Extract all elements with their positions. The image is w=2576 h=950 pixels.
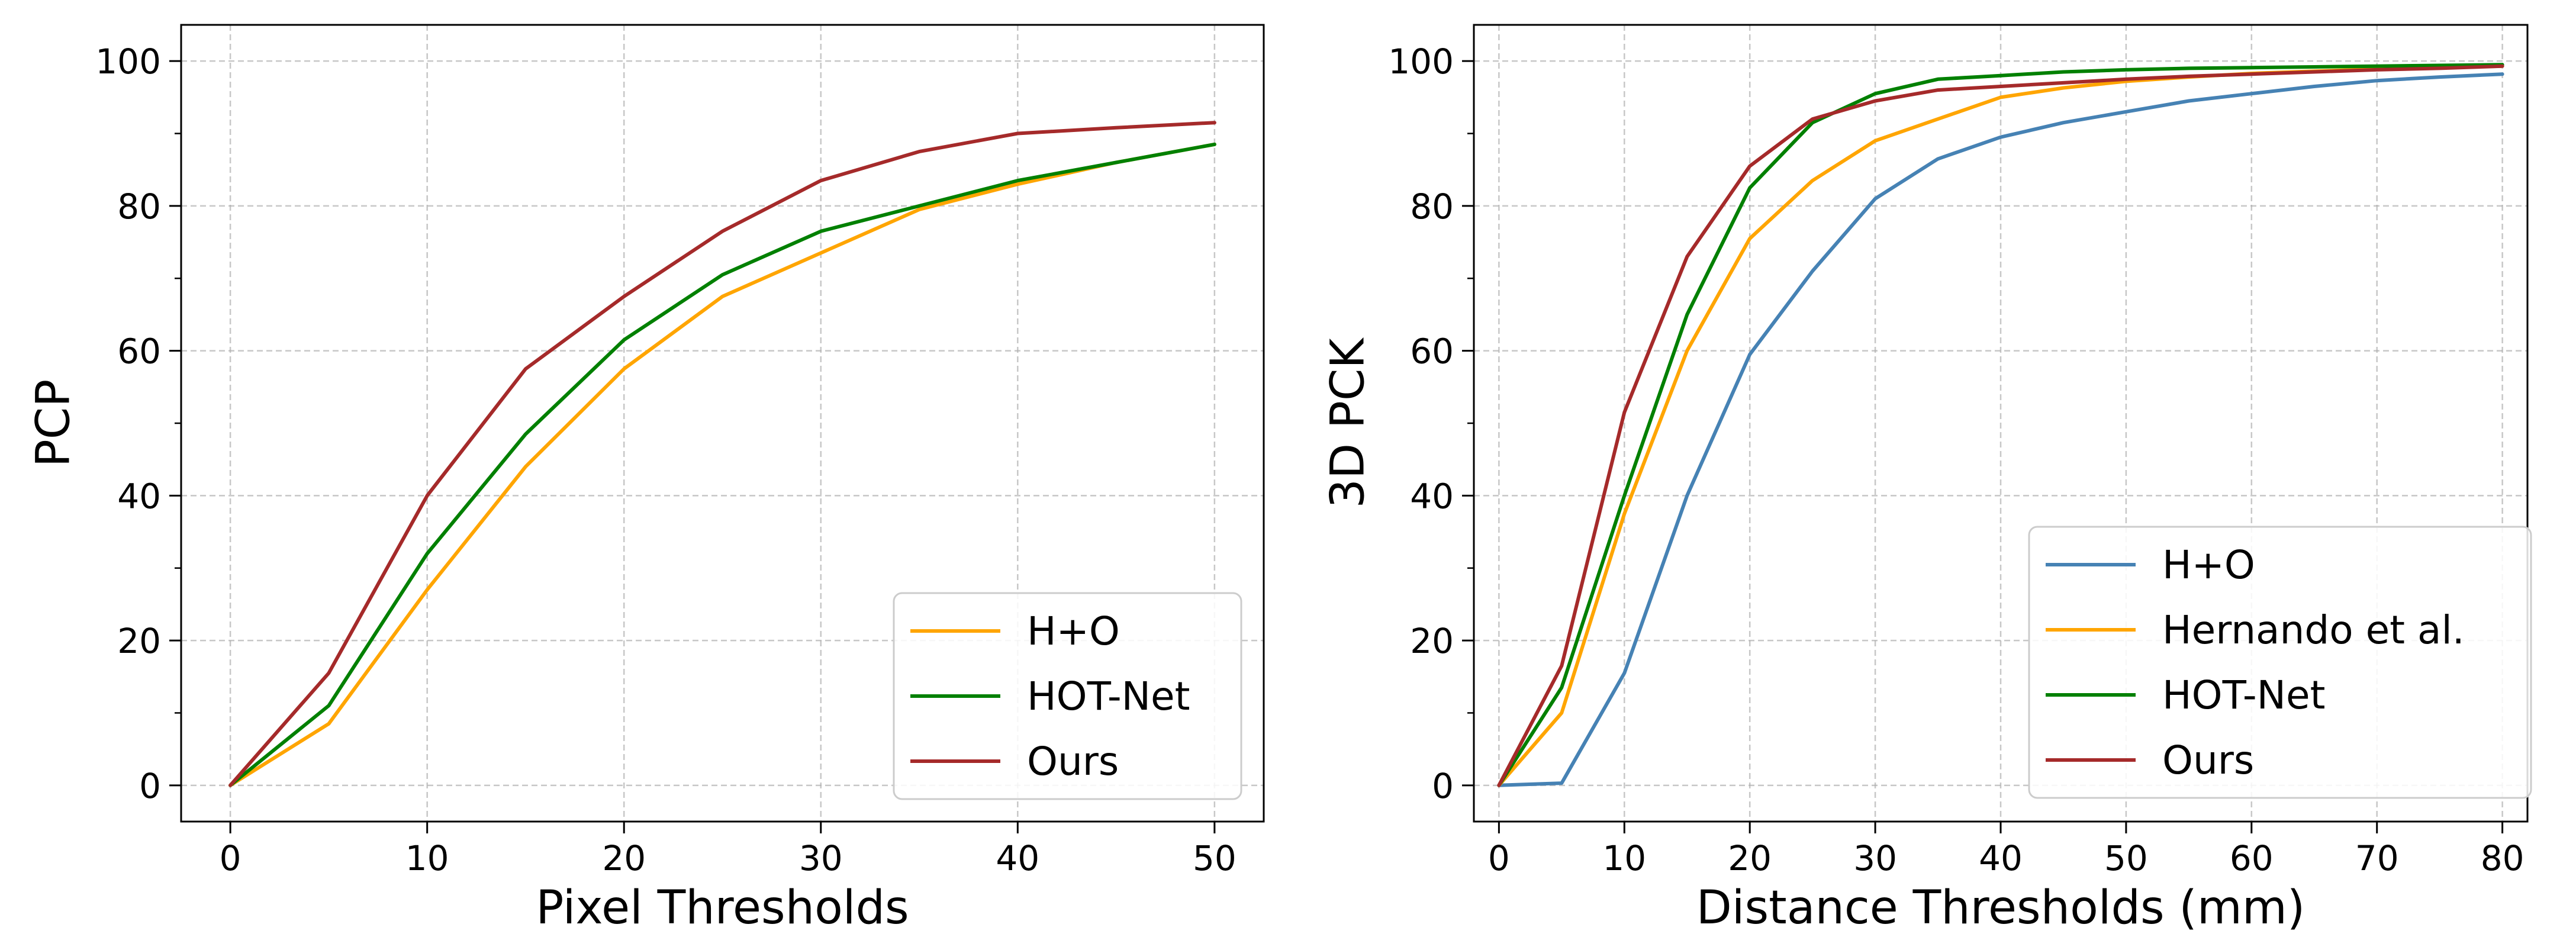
x-axis-label: Pixel Thresholds	[536, 881, 909, 935]
y-axis-label: 3D PCK	[1321, 337, 1374, 508]
y-tick-label: 100	[95, 41, 161, 82]
y-tick-label: 100	[1388, 41, 1454, 82]
legend-label: HOT-Net	[2162, 672, 2326, 718]
y-tick-label: 0	[1432, 766, 1454, 806]
x-tick-label: 10	[405, 838, 449, 878]
y-tick-label: 40	[117, 476, 161, 516]
series-line	[1497, 72, 2504, 787]
y-tick-label: 20	[1410, 621, 1454, 661]
x-tick-label: 70	[2355, 838, 2399, 878]
y-tick-label: 0	[139, 766, 161, 806]
chart-pcp: 0 20 40 60 80 100 0 10 20 30 40 50 Pixel Thresholds P…	[27, 24, 1265, 935]
series-line	[1497, 63, 2504, 787]
y-tick-label: 60	[117, 331, 161, 372]
x-tick-label: 0	[220, 838, 242, 878]
y-tick-label: 20	[117, 621, 161, 661]
y-tick-label: 60	[1410, 331, 1454, 372]
series-line	[1497, 64, 2504, 787]
series-line	[228, 121, 1216, 787]
legend-label: Ours	[2162, 738, 2254, 783]
x-tick-label: 20	[1728, 838, 1772, 878]
plot-frame	[180, 24, 1265, 823]
legend-label: Ours	[1027, 739, 1119, 784]
legend-label: H+O	[2162, 542, 2255, 588]
legend-label: HOT-Net	[1027, 674, 1190, 719]
chart-3d-pck: 0 20 40 60 80 100 0 10 20 30 40 50 60 70 80 Distance Th…	[1321, 24, 2532, 935]
x-tick-label: 10	[1602, 838, 1646, 878]
x-tick-label: 30	[1853, 838, 1897, 878]
y-tick-label: 80	[117, 186, 161, 227]
x-tick-label: 50	[2104, 838, 2148, 878]
x-tick-label: 40	[996, 838, 1039, 878]
series-line	[228, 142, 1216, 787]
x-tick-label: 20	[602, 838, 646, 878]
legend-label: H+O	[1027, 608, 1120, 654]
legend-box	[2028, 526, 2532, 799]
series-line	[228, 142, 1216, 787]
y-axis-label: PCP	[27, 379, 80, 468]
x-tick-label: 40	[1979, 838, 2023, 878]
x-axis-label: Distance Thresholds (mm)	[1696, 881, 2305, 935]
legend-label: Hernando et al.	[2162, 607, 2465, 653]
x-tick-label: 30	[799, 838, 843, 878]
y-tick-label: 40	[1410, 476, 1454, 516]
x-tick-label: 60	[2230, 838, 2274, 878]
y-tick-label: 80	[1410, 186, 1454, 227]
legend-box	[893, 592, 1242, 800]
plot-frame	[1473, 24, 2529, 823]
x-tick-label: 80	[2481, 838, 2525, 878]
x-tick-label: 0	[1488, 838, 1510, 878]
x-tick-label: 50	[1193, 838, 1237, 878]
